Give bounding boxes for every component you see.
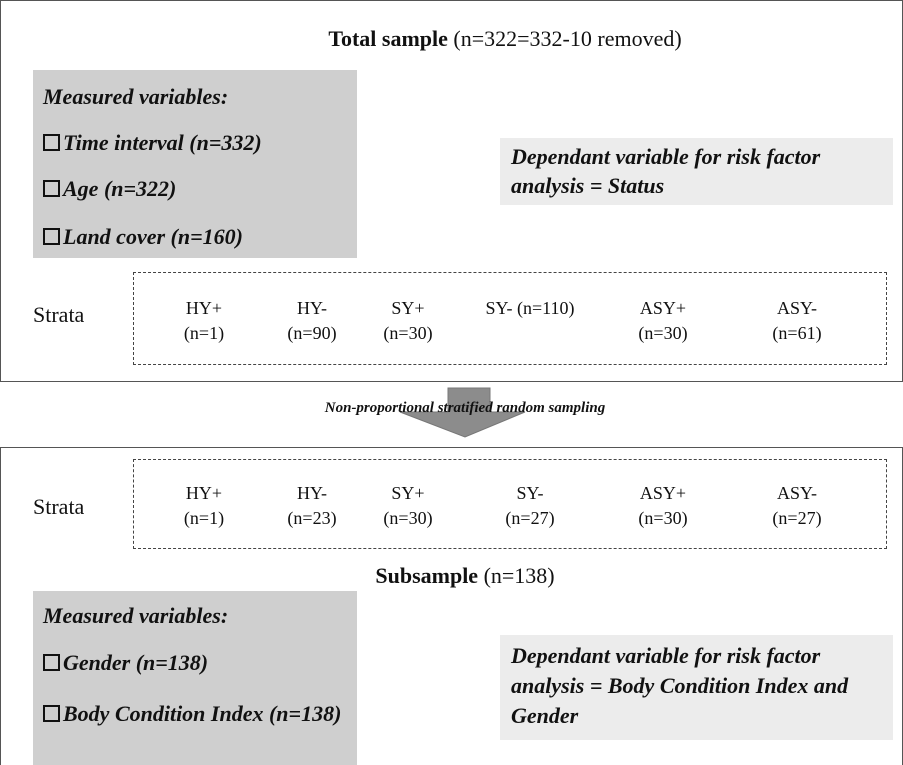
stratum-name: ASY+ <box>639 483 687 503</box>
measured-item: Body Condition Index (n=138) <box>63 701 342 726</box>
measured-box: Measured variables: Gender (n=138) Body … <box>33 591 357 765</box>
stratum-n: (n=23) <box>287 508 337 528</box>
down-arrow <box>399 387 526 438</box>
stratum: ASY- (n=61) <box>737 296 857 346</box>
stratum-n: (n=30) <box>383 508 433 528</box>
stratum-n: (n=61) <box>772 323 822 343</box>
stratum-n: (n=27) <box>505 508 555 528</box>
strata-box <box>133 459 887 549</box>
measured-item: Land cover (n=160) <box>63 224 243 249</box>
title-bold: Subsample <box>375 563 479 588</box>
measured-box: Measured variables: Time interval (n=332… <box>33 70 357 258</box>
arrow-label: Non-proportional stratified random sampl… <box>324 400 606 416</box>
stratum-name: ASY- <box>776 483 817 503</box>
stratum-name: ASY+ <box>639 298 687 318</box>
stratum-name: SY- <box>516 483 544 503</box>
title-rest: (n=138) <box>483 563 555 588</box>
stratum-n: (n=30) <box>638 508 688 528</box>
dependant-box: Dependant variable for risk factor analy… <box>500 138 893 205</box>
strata-label: Strata <box>33 302 85 327</box>
strata-label: Strata <box>33 494 85 519</box>
stratum: SY- (n=27) <box>470 481 590 531</box>
measured-heading: Measured variables: <box>43 84 229 109</box>
strata-box <box>133 272 887 365</box>
arrow <box>399 387 526 438</box>
stratum-name: SY+ <box>391 298 425 318</box>
stratum-n: (n=1) <box>183 508 225 528</box>
subsample-title: Subsample (n=138) <box>0 563 903 589</box>
stratum-name: ASY- <box>776 298 817 318</box>
stratum-name: HY+ <box>185 483 223 503</box>
stratum-name: HY+ <box>185 298 223 318</box>
measured-item: Time interval (n=332) <box>63 130 262 155</box>
measured-item: Gender (n=138) <box>63 650 209 675</box>
stratum: ASY- (n=27) <box>737 481 857 531</box>
stratum-n: (n=27) <box>772 508 822 528</box>
stratum-name: SY- (n=110) <box>485 298 575 318</box>
measured-heading: Measured variables: <box>43 603 229 628</box>
checkbox <box>43 705 60 722</box>
stratum: SY+ (n=30) <box>348 296 468 346</box>
stratum: HY+ (n=1) <box>144 481 264 531</box>
stratum: SY- (n=110) <box>470 296 590 321</box>
stratum: ASY+ (n=30) <box>603 481 723 531</box>
measured-item: Age (n=322) <box>63 176 177 201</box>
stratum-n: (n=90) <box>287 323 337 343</box>
checkbox <box>43 654 60 671</box>
stratum-n: (n=30) <box>383 323 433 343</box>
stratum: HY+ (n=1) <box>144 296 264 346</box>
total-title: Total sample (n=322=332-10 removed) <box>0 26 903 52</box>
stratum: HY- (n=90) <box>252 296 372 346</box>
stratum: SY+ (n=30) <box>348 481 468 531</box>
stratum-n: (n=30) <box>638 323 688 343</box>
stratum-n: (n=1) <box>183 323 225 343</box>
title-bold: Total sample <box>328 26 448 51</box>
stratum: ASY+ (n=30) <box>603 296 723 346</box>
dependant-box: Dependant variable for risk factor analy… <box>500 635 893 740</box>
stratum-name: SY+ <box>391 483 425 503</box>
checkbox <box>43 134 60 151</box>
stratum-name: HY- <box>297 483 327 503</box>
title-rest: (n=322=332-10 removed) <box>453 26 682 51</box>
checkbox <box>43 228 60 245</box>
checkbox <box>43 180 60 197</box>
stratum-name: HY- <box>297 298 327 318</box>
stratum: HY- (n=23) <box>252 481 372 531</box>
